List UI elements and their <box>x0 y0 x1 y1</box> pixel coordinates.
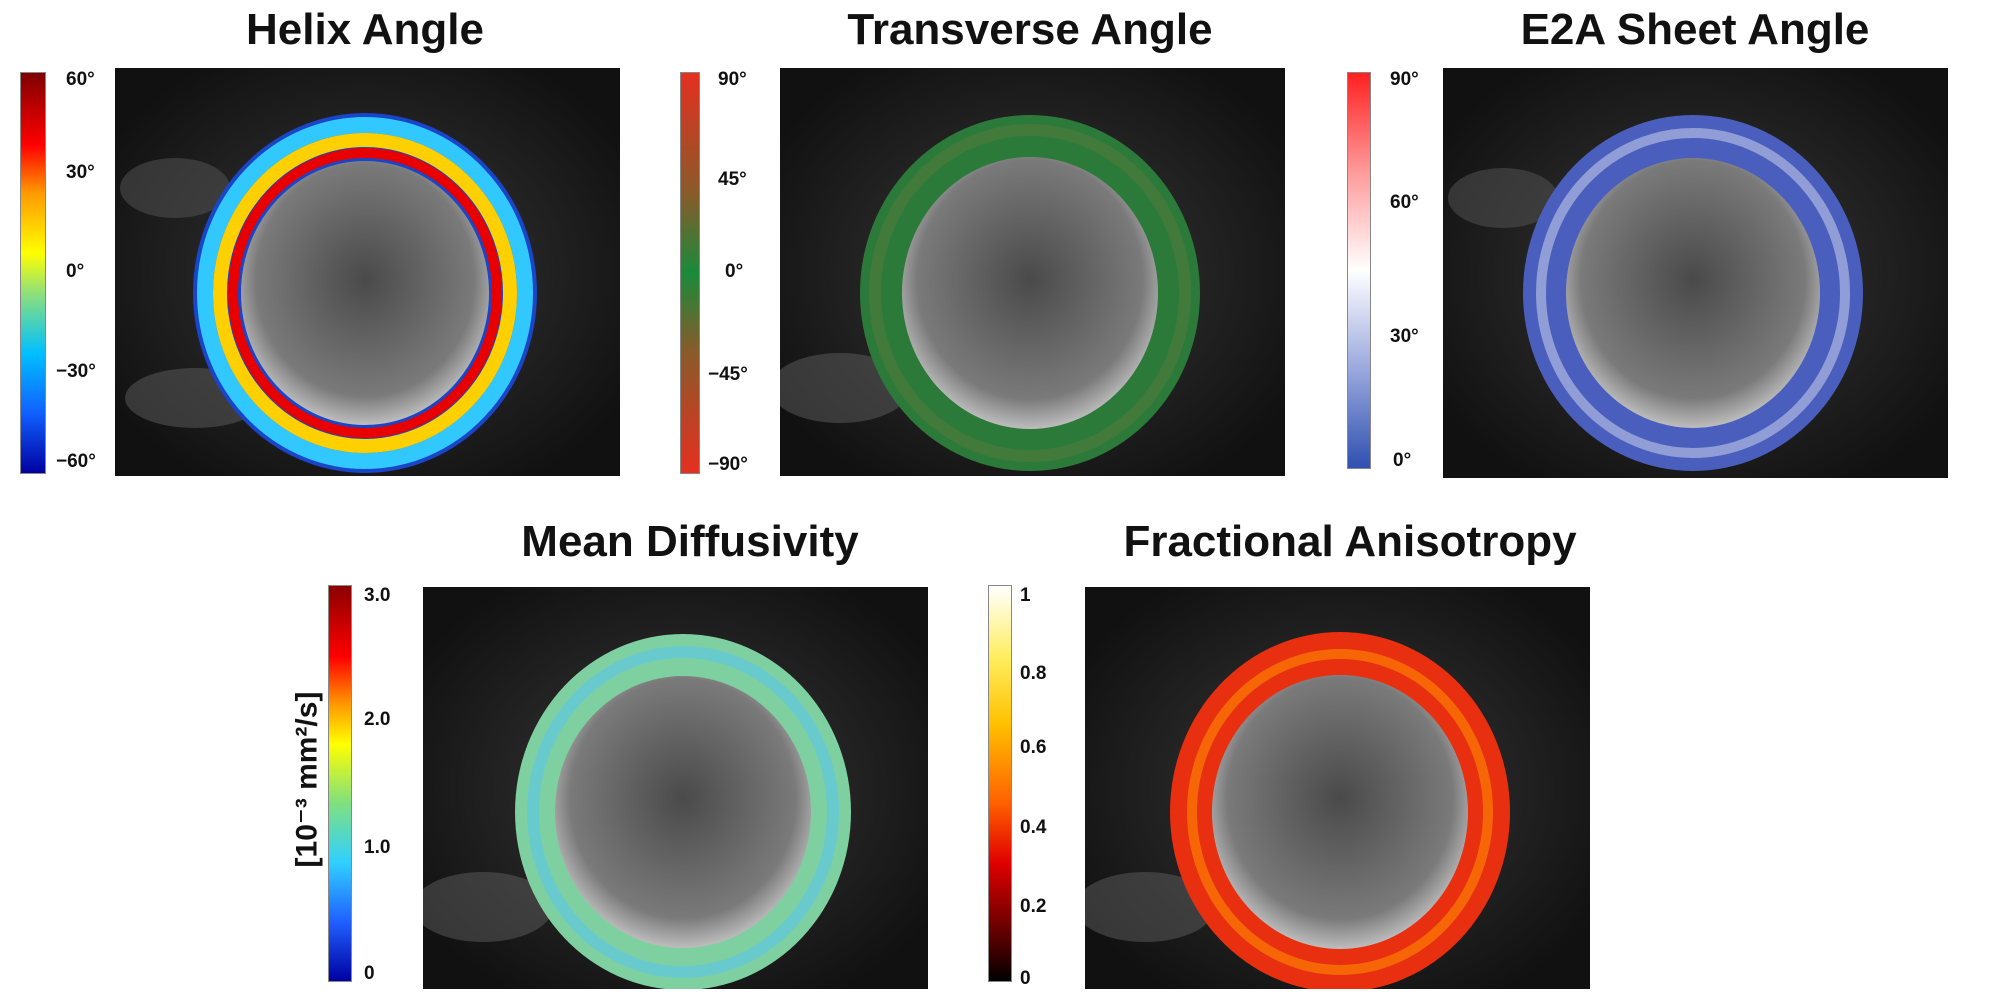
e2a-tick: 30° <box>1390 326 1419 347</box>
md-unit-label: [10⁻³ mm²/s] <box>290 691 324 868</box>
transverse-tick: 0° <box>725 261 744 282</box>
transverse-tick: 90° <box>718 69 747 90</box>
fa-tick: 0.6 <box>1020 737 1047 758</box>
fa-tick: 0.8 <box>1020 663 1047 684</box>
fa-tick: 1 <box>1020 585 1031 606</box>
fa-colorbar <box>988 585 1012 982</box>
mean-diffusivity-map <box>423 587 928 989</box>
transverse-tick: −90° <box>708 454 748 475</box>
helix-tick: −60° <box>56 451 96 472</box>
fractional-anisotropy-map <box>1085 587 1590 989</box>
mean-diffusivity-title: Mean Diffusivity <box>521 517 859 566</box>
e2a-tick: 0° <box>1393 450 1412 471</box>
e2a-tick: 60° <box>1390 192 1419 213</box>
e2a-sheet-angle-map <box>1443 68 1948 478</box>
transverse-colorbar <box>680 72 700 474</box>
helix-angle-title: Helix Angle <box>246 5 484 54</box>
fa-tick: 0.2 <box>1020 896 1047 917</box>
transverse-angle-map <box>780 68 1285 476</box>
helix-tick: 0° <box>66 261 85 282</box>
fractional-anisotropy-title: Fractional Anisotropy <box>1123 517 1577 566</box>
transverse-angle-title: Transverse Angle <box>847 5 1213 54</box>
e2a-sheet-angle-title: E2A Sheet Angle <box>1520 5 1870 54</box>
md-tick: 3.0 <box>364 585 391 606</box>
transverse-tick: −45° <box>708 364 748 385</box>
helix-tick: 30° <box>66 162 95 183</box>
md-colorbar <box>328 585 352 982</box>
md-tick: 0 <box>364 963 375 984</box>
fa-tick: 0 <box>1020 968 1031 989</box>
e2a-tick: 90° <box>1390 69 1419 90</box>
md-tick: 1.0 <box>364 837 391 858</box>
e2a-colorbar <box>1347 72 1371 469</box>
helix-tick: 60° <box>66 69 95 90</box>
fa-tick: 0.4 <box>1020 817 1047 838</box>
helix-tick: −30° <box>56 361 96 382</box>
helix-angle-map <box>115 68 620 476</box>
helix-colorbar <box>20 72 46 474</box>
transverse-tick: 45° <box>718 169 747 190</box>
md-tick: 2.0 <box>364 709 391 730</box>
